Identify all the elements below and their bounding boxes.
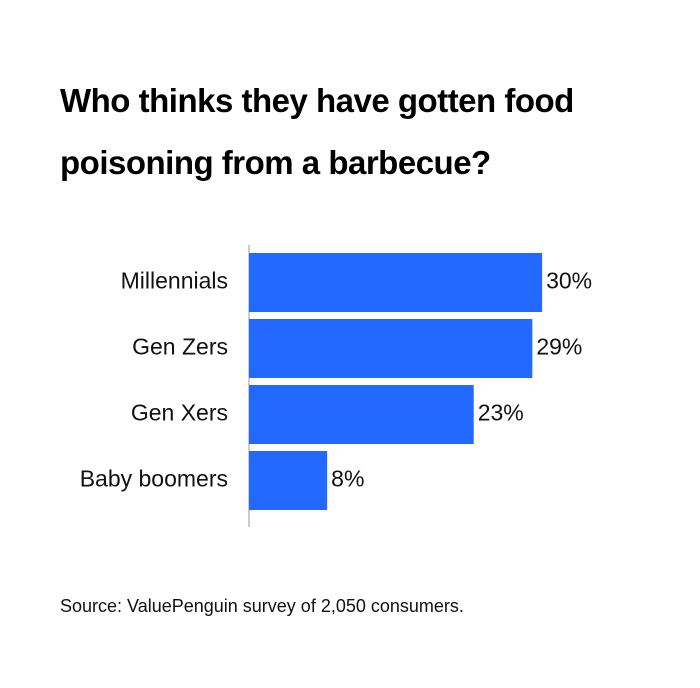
value-label: 23% <box>478 400 524 426</box>
bar <box>249 253 543 312</box>
category-label: Gen Xers <box>131 400 228 426</box>
bar <box>249 451 328 510</box>
value-label: 8% <box>331 466 364 492</box>
bar <box>249 385 474 444</box>
category-label: Millennials <box>121 268 228 294</box>
source-note: Source: ValuePenguin survey of 2,050 con… <box>60 596 464 616</box>
category-label: Gen Zers <box>132 334 228 360</box>
value-label: 30% <box>546 268 592 294</box>
bar <box>249 319 533 378</box>
category-label: Baby boomers <box>80 466 228 492</box>
chart-title: Who thinks they have gotten food poisoni… <box>60 82 574 181</box>
value-label: 29% <box>536 334 582 360</box>
